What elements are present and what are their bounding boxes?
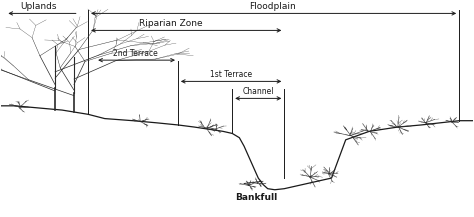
Text: Riparian Zone: Riparian Zone — [139, 19, 203, 28]
Text: Uplands: Uplands — [20, 2, 57, 11]
Text: 1st Terrace: 1st Terrace — [210, 70, 252, 79]
Text: Bankfull: Bankfull — [235, 194, 277, 202]
Text: 2nd Terrace: 2nd Terrace — [113, 49, 158, 58]
Text: Channel: Channel — [243, 87, 274, 96]
Text: Floodplain: Floodplain — [249, 2, 296, 11]
